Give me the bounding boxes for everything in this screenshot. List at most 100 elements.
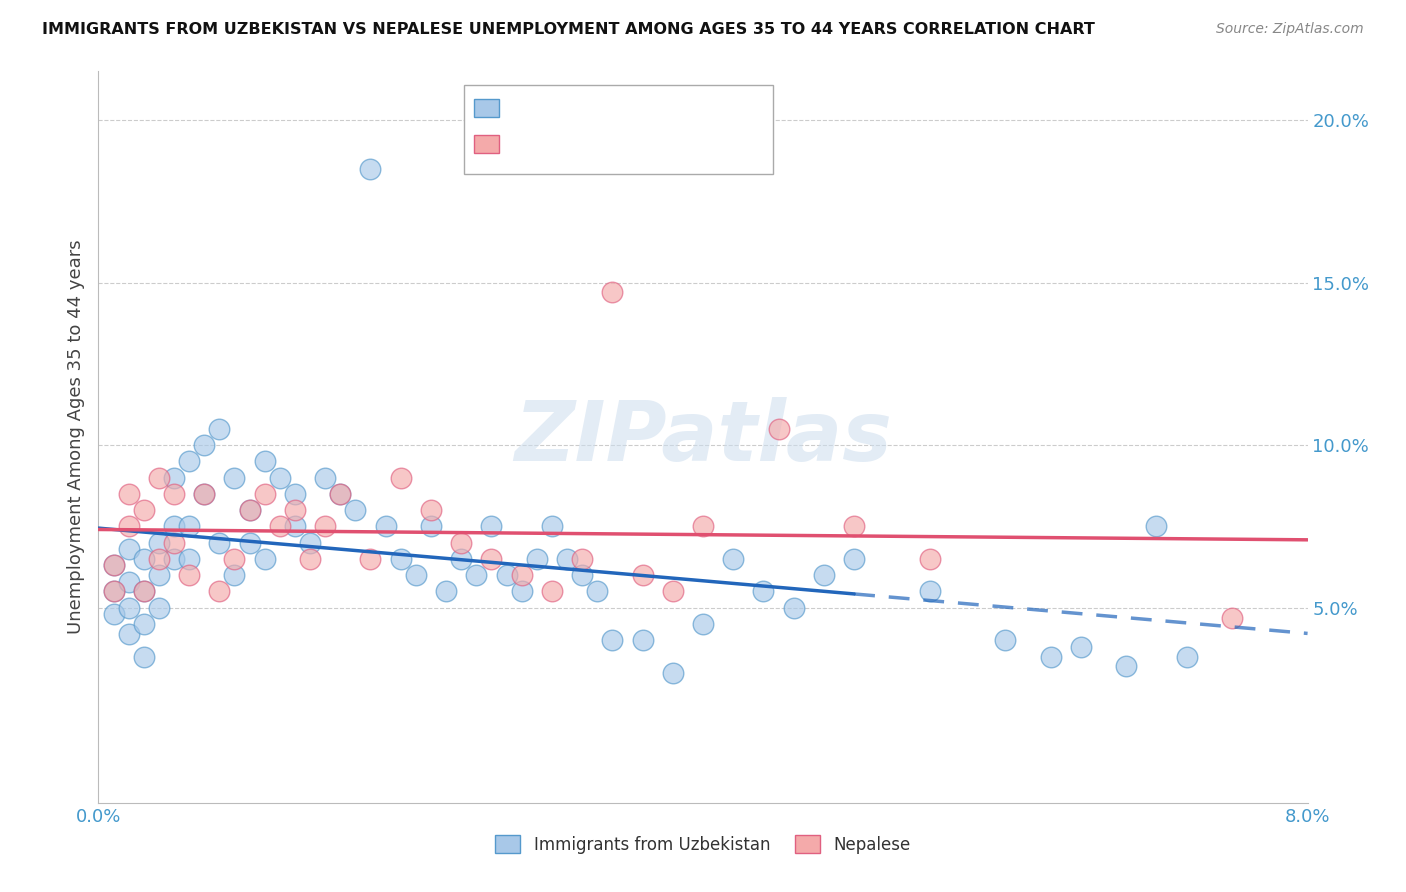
Text: IMMIGRANTS FROM UZBEKISTAN VS NEPALESE UNEMPLOYMENT AMONG AGES 35 TO 44 YEARS CO: IMMIGRANTS FROM UZBEKISTAN VS NEPALESE U… — [42, 22, 1095, 37]
Point — [602, 285, 624, 300]
Y-axis label: Unemployment Among Ages 35 to 44 years: Unemployment Among Ages 35 to 44 years — [66, 240, 84, 634]
Point — [132, 552, 155, 566]
Point — [844, 552, 866, 566]
Point — [813, 568, 835, 582]
Point — [450, 535, 472, 549]
Point — [360, 552, 382, 566]
Point — [783, 600, 806, 615]
Point — [163, 487, 186, 501]
Point — [284, 503, 307, 517]
Point — [1039, 649, 1062, 664]
Point — [253, 487, 276, 501]
Point — [723, 552, 745, 566]
Point — [284, 487, 307, 501]
Point — [360, 161, 382, 176]
Text: 0.076: 0.076 — [546, 101, 598, 119]
Point — [844, 519, 866, 533]
Point — [692, 617, 714, 632]
Point — [163, 471, 186, 485]
Text: 69: 69 — [651, 101, 673, 119]
Text: 0.143: 0.143 — [546, 136, 598, 154]
Point — [179, 552, 201, 566]
Point — [389, 471, 412, 485]
Point — [450, 552, 472, 566]
Point — [163, 535, 186, 549]
Point — [224, 552, 246, 566]
Point — [586, 584, 609, 599]
Text: 37: 37 — [651, 136, 675, 154]
Point — [118, 574, 141, 589]
Legend: Immigrants from Uzbekistan, Nepalese: Immigrants from Uzbekistan, Nepalese — [489, 829, 917, 860]
Point — [692, 519, 714, 533]
Point — [299, 535, 322, 549]
Point — [768, 422, 790, 436]
Point — [208, 422, 231, 436]
Point — [148, 552, 170, 566]
Point — [661, 584, 683, 599]
Point — [918, 552, 941, 566]
Text: R =: R = — [510, 101, 547, 119]
Point — [555, 552, 578, 566]
Point — [465, 568, 488, 582]
Point — [314, 519, 336, 533]
Point — [132, 584, 155, 599]
Text: R =: R = — [510, 136, 547, 154]
Point — [269, 519, 291, 533]
Point — [132, 584, 155, 599]
Point — [1115, 659, 1137, 673]
Point — [495, 568, 517, 582]
Text: Source: ZipAtlas.com: Source: ZipAtlas.com — [1216, 22, 1364, 37]
Point — [405, 568, 427, 582]
Point — [132, 503, 155, 517]
Point — [752, 584, 775, 599]
Point — [118, 626, 141, 640]
Text: ZIPatlas: ZIPatlas — [515, 397, 891, 477]
Point — [239, 503, 262, 517]
Point — [314, 471, 336, 485]
Point — [994, 633, 1017, 648]
Point — [193, 487, 215, 501]
Point — [193, 487, 215, 501]
Point — [253, 454, 276, 468]
Point — [179, 519, 201, 533]
Point — [118, 600, 141, 615]
Point — [179, 568, 201, 582]
Point — [103, 584, 125, 599]
Point — [163, 552, 186, 566]
Point — [540, 519, 562, 533]
Text: N =: N = — [602, 101, 650, 119]
Point — [103, 607, 125, 622]
Point — [481, 519, 503, 533]
Point — [239, 535, 262, 549]
Point — [224, 471, 246, 485]
Point — [103, 558, 125, 573]
Text: N =: N = — [602, 136, 650, 154]
Point — [299, 552, 322, 566]
Point — [148, 471, 170, 485]
Point — [1146, 519, 1168, 533]
Point — [163, 519, 186, 533]
Point — [434, 584, 457, 599]
Point — [132, 649, 155, 664]
Point — [526, 552, 548, 566]
Point — [103, 558, 125, 573]
Point — [571, 568, 593, 582]
Point — [510, 584, 533, 599]
Point — [193, 438, 215, 452]
Point — [132, 617, 155, 632]
Point — [269, 471, 291, 485]
Point — [208, 584, 231, 599]
Point — [571, 552, 593, 566]
Point — [148, 600, 170, 615]
Point — [540, 584, 562, 599]
Point — [481, 552, 503, 566]
Point — [1220, 610, 1243, 624]
Point — [389, 552, 412, 566]
Point — [148, 535, 170, 549]
Point — [253, 552, 276, 566]
Point — [284, 519, 307, 533]
Point — [510, 568, 533, 582]
Point — [631, 633, 654, 648]
Point — [179, 454, 201, 468]
Point — [118, 519, 141, 533]
